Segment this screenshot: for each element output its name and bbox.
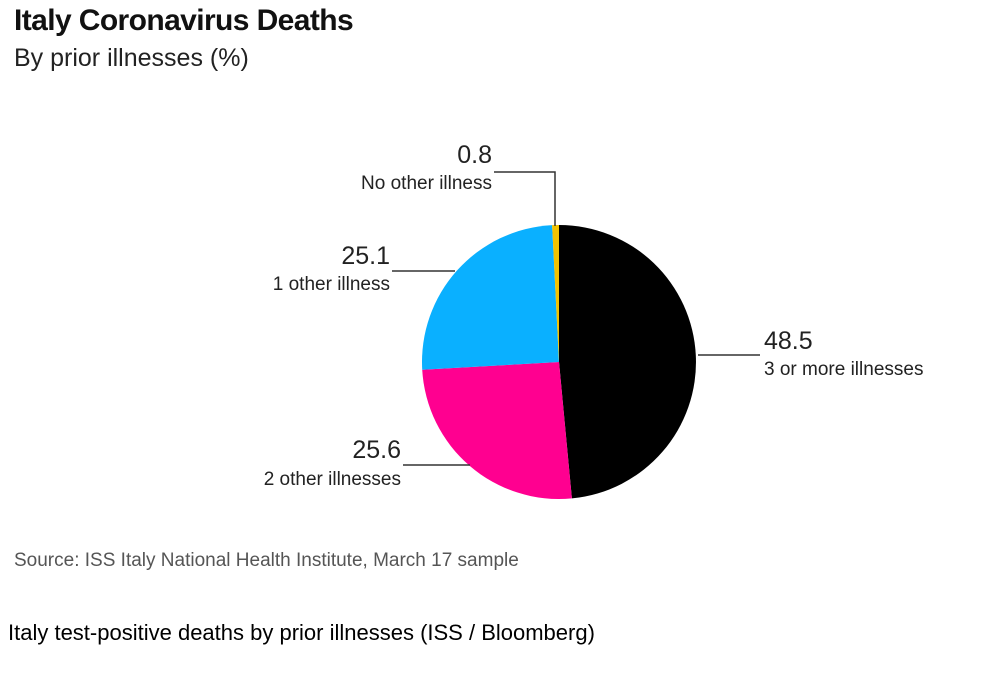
value-label-1-illness: 25.1 bbox=[341, 242, 390, 270]
pie-slice-1-other-illness bbox=[422, 225, 559, 370]
chart-title: Italy Coronavirus Deaths bbox=[14, 4, 354, 37]
chart-subtitle: By prior illnesses (%) bbox=[14, 44, 249, 72]
pie-slice-3-or-more-illnesses bbox=[559, 225, 696, 499]
category-label-3-illnesses: 3 or more illnesses bbox=[764, 359, 923, 380]
value-label-2-illnesses: 25.6 bbox=[352, 436, 401, 464]
pie-slice-no-other-illness bbox=[552, 224, 559, 362]
category-label-no-illness: No other illness bbox=[361, 173, 492, 194]
pie-slice-2-other-illnesses bbox=[422, 362, 572, 499]
category-label-1-illness: 1 other illness bbox=[273, 274, 390, 295]
source-note: Source: ISS Italy National Health Instit… bbox=[14, 550, 519, 571]
value-label-no-illness: 0.8 bbox=[457, 141, 492, 169]
category-label-2-illnesses: 2 other illnesses bbox=[264, 469, 401, 490]
leader-line-no-illness bbox=[494, 171, 556, 226]
image-caption: Italy test-positive deaths by prior illn… bbox=[8, 620, 595, 645]
value-label-3-illnesses: 48.5 bbox=[764, 327, 813, 355]
pie-slices bbox=[422, 224, 696, 499]
